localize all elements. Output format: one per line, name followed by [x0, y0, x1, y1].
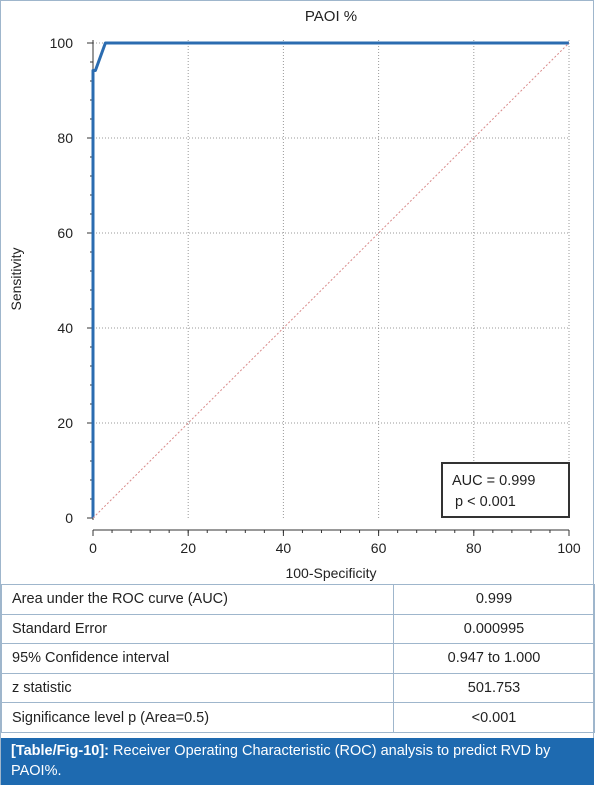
y-tick-label-0: 0	[65, 510, 73, 526]
x-tick-label-3: 60	[371, 540, 387, 556]
stats-table: Area under the ROC curve (AUC) 0.999 Stand…	[1, 584, 595, 733]
stats-value: 0.000995	[393, 613, 595, 645]
stats-label: Standard Error	[1, 613, 394, 645]
caption-tag: [Table/Fig-10]:	[11, 743, 110, 759]
x-axis-label: 100-Specificity	[285, 565, 376, 581]
stats-label: Area under the ROC curve (AUC)	[1, 584, 394, 615]
x-tick-label-4: 80	[466, 540, 482, 556]
auc-annotation-line1: AUC = 0.999	[452, 473, 535, 489]
stats-label: Significance level p (Area=0.5)	[1, 702, 394, 733]
reference-diagonal	[92, 42, 570, 519]
stats-row: 95% Confidence interval 0.947 to 1.000	[1, 643, 595, 674]
stats-label: 95% Confidence interval	[1, 643, 394, 674]
stats-value: 501.753	[393, 672, 595, 704]
chart-title: PAOI %	[305, 8, 357, 25]
stats-value: 0.999	[393, 584, 595, 615]
series-group	[91, 41, 570, 519]
x-tick-label-5: 100	[557, 540, 581, 556]
auc-annotation-line2: p < 0.001	[455, 494, 516, 510]
y-tick-label-5: 100	[50, 35, 74, 51]
stats-row: z statistic 501.753	[1, 672, 595, 704]
x-tick-label-2: 40	[276, 540, 292, 556]
y-tick-label-4: 80	[57, 130, 73, 146]
roc-chart: PAOI % 0 20 40 60 80 100 0 20 40 60 80 100 100-Spe…	[8, 8, 581, 581]
y-tick-label-1: 20	[57, 415, 73, 431]
caption-text: Receiver Operating Characteristic (ROC) …	[11, 743, 551, 779]
x-tick-label-0: 0	[89, 540, 97, 556]
stats-value: 0.947 to 1.000	[393, 643, 595, 674]
minor-ticks	[87, 42, 570, 536]
y-tick-label-2: 40	[57, 320, 73, 336]
x-tick-labels: 0 20 40 60 80 100	[89, 540, 581, 556]
stats-row: Area under the ROC curve (AUC) 0.999	[1, 584, 595, 615]
stats-label: z statistic	[1, 672, 394, 704]
stats-row: Standard Error 0.000995	[1, 613, 595, 645]
stats-row: Significance level p (Area=0.5) <0.001	[1, 702, 595, 733]
figure-caption: [Table/Fig-10]: Receiver Operating Chara…	[1, 738, 594, 785]
stats-value: <0.001	[393, 702, 595, 733]
y-tick-labels: 0 20 40 60 80 100	[50, 35, 74, 526]
y-tick-label-3: 60	[57, 225, 73, 241]
x-tick-label-1: 20	[180, 540, 196, 556]
auc-annotation-box: AUC = 0.999 p < 0.001	[441, 462, 570, 518]
roc-curve	[91, 41, 569, 518]
y-axis-label: Sensitivity	[8, 247, 24, 310]
